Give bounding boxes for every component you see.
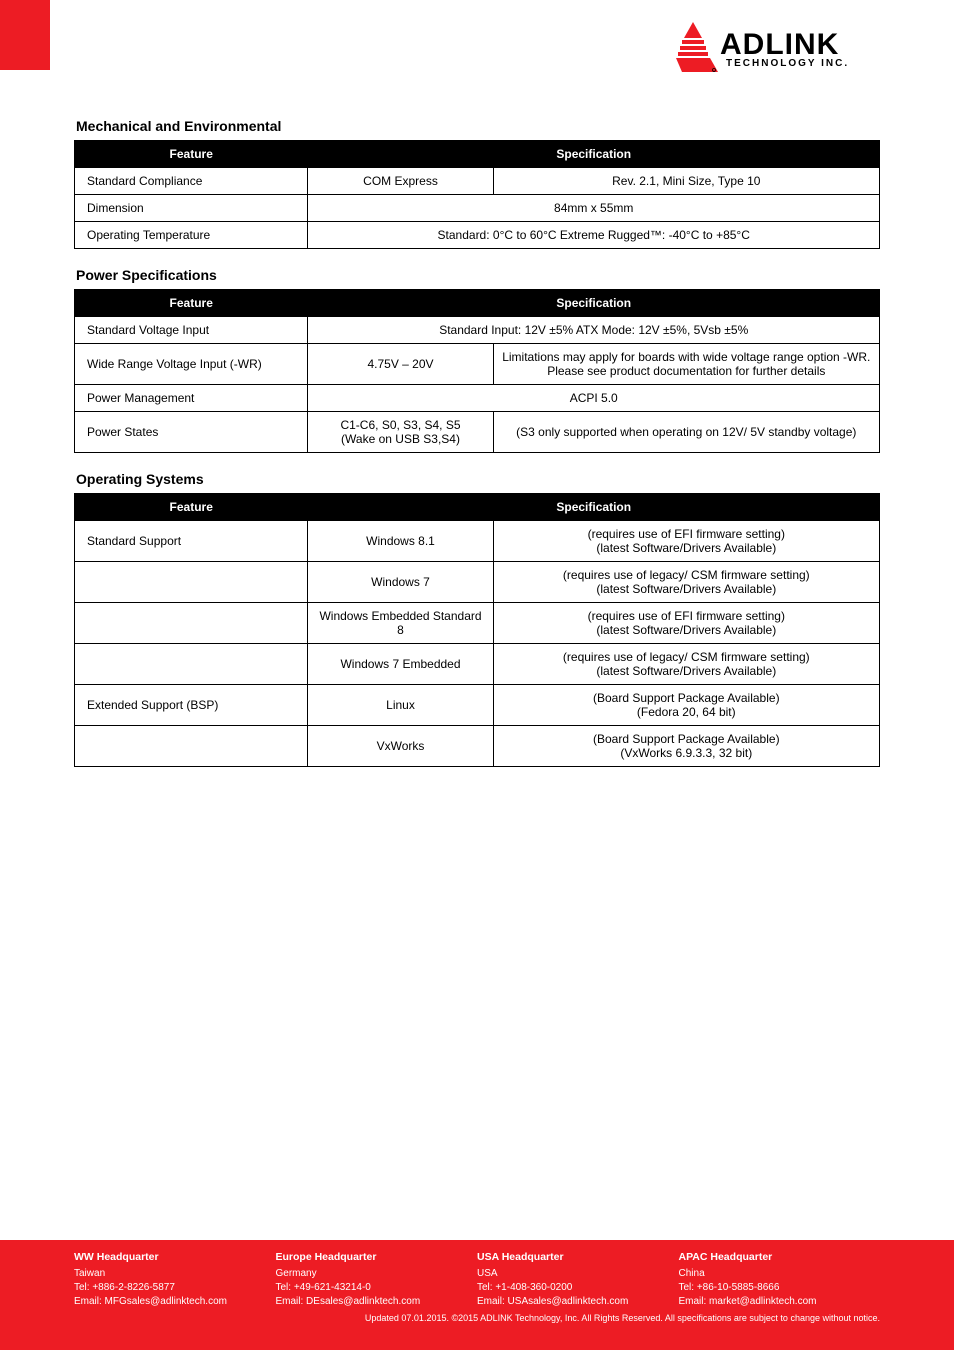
row-value: Windows Embedded Standard 8 — [308, 603, 493, 644]
table-row: Windows 7(requires use of legacy/ CSM fi… — [75, 562, 880, 603]
row-key — [75, 644, 308, 685]
row-value: 4.75V – 20V — [308, 344, 493, 385]
footer-column: Europe Headquarter GermanyTel: +49-621-43… — [276, 1250, 478, 1309]
footer-tel: Tel: +49-621-43214-0 — [276, 1281, 478, 1295]
table-row: Wide Range Voltage Input (-WR)4.75V – 20… — [75, 344, 880, 385]
footer-country: Germany — [276, 1267, 478, 1281]
footer-tel: Tel: +86-10-5885-8666 — [679, 1281, 881, 1295]
footer-hq: APAC Headquarter — [679, 1250, 881, 1265]
row-key: Standard Support — [75, 521, 308, 562]
footer-email: Email: market@adlinktech.com — [679, 1295, 881, 1309]
row-value: Rev. 2.1, Mini Size, Type 10 — [493, 168, 879, 195]
page-content: Mechanical and EnvironmentalFeatureSpeci… — [0, 0, 954, 767]
table-header: Feature — [75, 141, 308, 168]
row-key: Operating Temperature — [75, 222, 308, 249]
logo: R ADLINK TECHNOLOGY INC. — [674, 20, 880, 74]
row-key: Power States — [75, 412, 308, 453]
row-value: ACPI 5.0 — [308, 385, 880, 412]
row-value: (Board Support Package Available) (VxWor… — [493, 726, 879, 767]
footer-hq: USA Headquarter — [477, 1250, 679, 1265]
footer-hq: WW Headquarter — [74, 1250, 276, 1265]
spec-table: FeatureSpecificationStandard Voltage Inp… — [74, 289, 880, 453]
section-title: Power Specifications — [76, 267, 880, 283]
table-row: Power StatesC1-C6, S0, S3, S4, S5 (Wake … — [75, 412, 880, 453]
page-footer: WW Headquarter TaiwanTel: +886-2-8226-587… — [0, 1240, 954, 1350]
footer-country: China — [679, 1267, 881, 1281]
table-header: Specification — [308, 494, 880, 521]
row-value: Windows 8.1 — [308, 521, 493, 562]
row-value: (requires use of EFI firmware setting) (… — [493, 603, 879, 644]
footer-tel: Tel: +886-2-8226-5877 — [74, 1281, 276, 1295]
row-value: C1-C6, S0, S3, S4, S5 (Wake on USB S3,S4… — [308, 412, 493, 453]
row-key — [75, 562, 308, 603]
row-value: Linux — [308, 685, 493, 726]
row-key — [75, 603, 308, 644]
row-key: Wide Range Voltage Input (-WR) — [75, 344, 308, 385]
row-value: Limitations may apply for boards with wi… — [493, 344, 879, 385]
section-title: Operating Systems — [76, 471, 880, 487]
row-value: (requires use of legacy/ CSM firmware se… — [493, 562, 879, 603]
row-value: (S3 only supported when operating on 12V… — [493, 412, 879, 453]
table-header: Specification — [308, 141, 880, 168]
row-value: (Board Support Package Available) (Fedor… — [493, 685, 879, 726]
table-row: Standard ComplianceCOM ExpressRev. 2.1, … — [75, 168, 880, 195]
corner-accent — [0, 0, 50, 70]
row-key — [75, 726, 308, 767]
table-row: VxWorks(Board Support Package Available)… — [75, 726, 880, 767]
table-row: Standard Voltage InputStandard Input: 12… — [75, 317, 880, 344]
footer-hq: Europe Headquarter — [276, 1250, 478, 1265]
row-key: Extended Support (BSP) — [75, 685, 308, 726]
footer-tel: Tel: +1-408-360-0200 — [477, 1281, 679, 1295]
footer-country: USA — [477, 1267, 679, 1281]
table-row: Operating TemperatureStandard: 0°C to 60… — [75, 222, 880, 249]
row-key: Standard Compliance — [75, 168, 308, 195]
row-key: Dimension — [75, 195, 308, 222]
section-title: Mechanical and Environmental — [76, 118, 880, 134]
footer-column: USA Headquarter USATel: +1-408-360-0200Em… — [477, 1250, 679, 1309]
row-key: Power Management — [75, 385, 308, 412]
footer-country: Taiwan — [74, 1267, 276, 1281]
footer-email: Email: MFGsales@adlinktech.com — [74, 1295, 276, 1309]
footer-email: Email: USAsales@adlinktech.com — [477, 1295, 679, 1309]
footer-email: Email: DEsales@adlinktech.com — [276, 1295, 478, 1309]
spec-table: FeatureSpecificationStandard ComplianceC… — [74, 140, 880, 249]
row-value: VxWorks — [308, 726, 493, 767]
table-row: Windows Embedded Standard 8(requires use… — [75, 603, 880, 644]
row-key: Standard Voltage Input — [75, 317, 308, 344]
table-header: Feature — [75, 290, 308, 317]
row-value: COM Express — [308, 168, 493, 195]
row-value: Windows 7 — [308, 562, 493, 603]
footer-column: APAC Headquarter ChinaTel: +86-10-5885-86… — [679, 1250, 881, 1309]
svg-text:ADLINK: ADLINK — [720, 28, 839, 61]
row-value: (requires use of legacy/ CSM firmware se… — [493, 644, 879, 685]
row-value: Standard: 0°C to 60°C Extreme Rugged™: -… — [308, 222, 880, 249]
table-row: Extended Support (BSP)Linux(Board Suppor… — [75, 685, 880, 726]
table-row: Power ManagementACPI 5.0 — [75, 385, 880, 412]
spec-table: FeatureSpecificationStandard SupportWind… — [74, 493, 880, 767]
table-row: Windows 7 Embedded(requires use of legac… — [75, 644, 880, 685]
row-value: Windows 7 Embedded — [308, 644, 493, 685]
table-header: Specification — [308, 290, 880, 317]
footer-updated: Updated 07.01.2015. ©2015 ADLINK Technol… — [0, 1309, 954, 1323]
table-header: Feature — [75, 494, 308, 521]
row-value: Standard Input: 12V ±5% ATX Mode: 12V ±5… — [308, 317, 880, 344]
svg-text:TECHNOLOGY INC.: TECHNOLOGY INC. — [726, 58, 849, 69]
table-row: Standard SupportWindows 8.1(requires use… — [75, 521, 880, 562]
row-value: 84mm x 55mm — [308, 195, 880, 222]
table-row: Dimension84mm x 55mm — [75, 195, 880, 222]
footer-column: WW Headquarter TaiwanTel: +886-2-8226-587… — [74, 1250, 276, 1309]
row-value: (requires use of EFI firmware setting) (… — [493, 521, 879, 562]
